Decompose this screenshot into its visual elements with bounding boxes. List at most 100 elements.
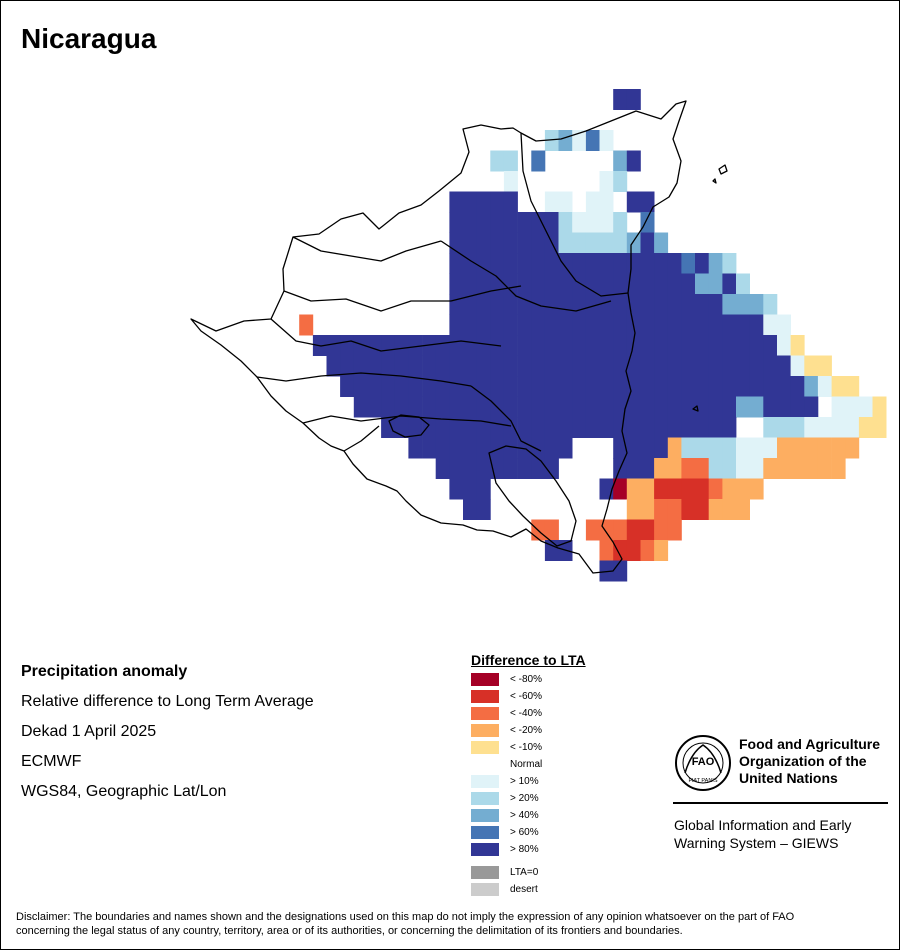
anomaly-cell [681,396,696,418]
anomaly-cell [681,253,696,274]
legend-item: > 60% [471,825,586,842]
anomaly-cell [722,273,737,295]
anomaly-cell [736,355,750,377]
anomaly-cell [667,499,682,520]
anomaly-cell [763,376,778,397]
anomaly-cell [558,437,573,459]
info-heading: Precipitation anomaly [21,663,188,680]
anomaly-cell [599,232,614,254]
anomaly-cell [763,458,778,479]
internal-boundary [256,372,472,387]
anomaly-cell [503,376,518,397]
anomaly-cell [544,376,559,397]
anomaly-cell [367,335,382,356]
anomaly-cell [544,130,559,151]
anomaly-cell [722,355,737,377]
anomaly-cell [503,335,518,356]
anomaly-cell [435,417,450,438]
anomaly-cell [449,478,464,500]
anomaly-cell [558,417,573,438]
anomaly-cell [531,212,546,233]
anomaly-cell [503,396,518,418]
anomaly-cell [695,417,709,438]
anomaly-cell [394,355,409,377]
anomaly-cell [476,458,491,479]
anomaly-cell [722,376,737,397]
legend-item: LTA=0 [471,865,586,882]
anomaly-cell [476,396,491,418]
anomaly-cell [490,417,505,438]
anomaly-cell [722,499,737,520]
anomaly-cell [517,458,532,479]
anomaly-cell [736,314,750,336]
legend-item: > 20% [471,791,586,808]
anomaly-cell [790,417,805,438]
anomaly-cell [804,437,819,459]
legend-label: < -20% [510,725,542,736]
anomaly-map [190,89,887,582]
legend-swatch [471,843,499,856]
anomaly-cell [531,376,546,397]
anomaly-cell [667,417,682,438]
anomaly-cell [654,253,669,274]
anomaly-cell [503,437,518,459]
anomaly-cell [626,150,641,172]
anomaly-cell [531,253,546,274]
anomaly-cell [722,294,737,315]
anomaly-cell [613,417,628,438]
anomaly-cell [613,232,628,254]
anomaly-cell [599,519,614,541]
anomaly-cell [722,437,737,459]
anomaly-cell [736,273,750,295]
anomaly-cell [777,335,791,356]
legend-item: Normal [471,757,586,774]
anomaly-cell [708,396,723,418]
anomaly-cell [777,437,791,459]
disclaimer-line2: concerning the legal status of any count… [16,925,683,937]
anomaly-cell [681,314,696,336]
anomaly-cell [817,376,832,397]
internal-boundary [283,285,522,312]
anomaly-cell [476,191,491,213]
anomaly-cell [613,519,628,541]
anomaly-cell [626,417,641,438]
anomaly-cell [408,437,423,459]
anomaly-cell [708,376,723,397]
anomaly-cell [572,232,587,254]
anomaly-cell [640,499,655,520]
anomaly-cell [804,417,819,438]
info-projection: WGS84, Geographic Lat/Lon [21,783,227,800]
anomaly-cell [517,314,532,336]
anomaly-cell [531,437,546,459]
anomaly-cell [654,540,669,561]
anomaly-cell [708,273,723,295]
anomaly-cell [777,376,791,397]
legend-item: < -80% [471,672,586,689]
anomaly-cell [490,212,505,233]
anomaly-cell [394,376,409,397]
anomaly-cell [858,417,873,438]
anomaly-cell [558,191,573,213]
anomaly-cell [626,519,641,541]
anomaly-cell [558,130,573,151]
anomaly-cell [503,458,518,479]
anomaly-cell [531,273,546,295]
anomaly-cell [626,540,641,561]
anomaly-cell [476,335,491,356]
anomaly-cell [667,519,682,541]
anomaly-cell [422,396,437,418]
anomaly-cell [463,294,477,315]
anomaly-cell [599,130,614,151]
anomaly-cell [654,294,669,315]
anomaly-cell [544,191,559,213]
anomaly-cell [722,253,737,274]
anomaly-cell [749,314,764,336]
anomaly-cell [572,212,587,233]
anomaly-cell [613,171,628,192]
anomaly-cell [476,294,491,315]
anomaly-cell [572,396,587,418]
anomaly-cell [681,273,696,295]
anomaly-cell [831,376,846,397]
anomaly-cell [777,396,791,418]
